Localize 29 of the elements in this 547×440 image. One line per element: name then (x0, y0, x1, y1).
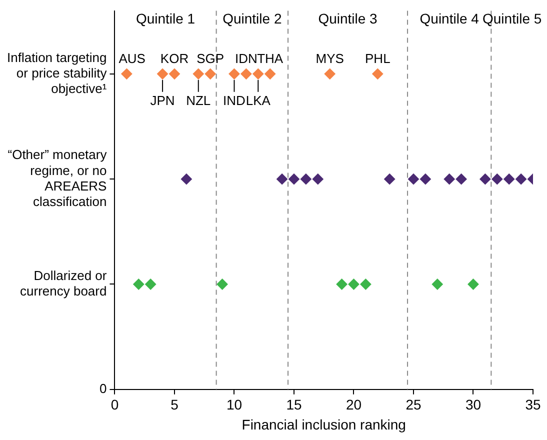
x-tick-label: 0 (110, 396, 119, 413)
annotation: JPN (150, 92, 175, 108)
annotation: Quintile 5 (482, 10, 542, 27)
x-tick-label: 20 (346, 396, 362, 413)
annotation: SGP (196, 50, 224, 66)
annotation: PHL (364, 50, 390, 66)
annotation: MYS (316, 50, 344, 66)
x-tick-label: 30 (465, 396, 482, 413)
x-axis-title: Financial inclusion ranking (242, 416, 406, 432)
annotation: NZL (186, 92, 211, 108)
annotation: IND (223, 92, 246, 108)
y-tick-label: “Other” monetary regime, or no AREAERS classification (8, 147, 108, 210)
x-tick-label: 15 (286, 396, 302, 413)
annotation: THA (257, 50, 284, 66)
x-tick-label: 5 (170, 396, 179, 413)
x-tick-label: 35 (525, 396, 541, 413)
x-tick-label: 10 (226, 396, 242, 413)
annotation: Quintile 4 (420, 10, 480, 27)
annotation: AUS (118, 50, 146, 66)
x-tick-label: 25 (406, 396, 422, 413)
y-tick-label: Dollarized or currency board (20, 268, 108, 299)
annotation: Quintile 2 (222, 10, 282, 27)
annotation: KOR (160, 50, 189, 66)
y-tick-label: 0 (100, 380, 107, 396)
annotation: Quintile 3 (318, 10, 378, 27)
y-tick-label: Inflation targeting or price stability objective¹ (7, 50, 108, 96)
annotation: LKA (246, 92, 271, 108)
annotation: IDN (234, 50, 258, 66)
annotation: Quintile 1 (136, 10, 196, 27)
